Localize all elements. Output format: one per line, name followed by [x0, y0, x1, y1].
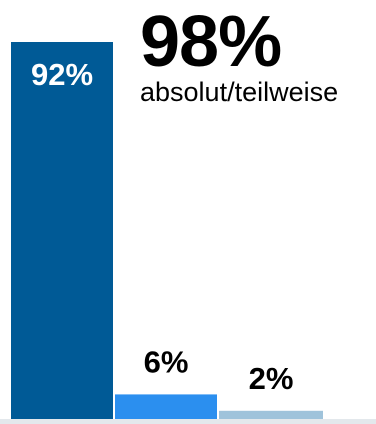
bar-2	[115, 394, 217, 419]
headline-caption: absolut/teilweise	[140, 77, 339, 107]
bar-2-label: 6%	[144, 344, 189, 379]
bar-1	[11, 42, 113, 419]
chart-baseline	[0, 419, 376, 424]
bar-3	[219, 410, 323, 419]
bar-1-label: 92%	[31, 57, 93, 92]
bar-3-label: 2%	[249, 361, 294, 396]
headline-value: 98%	[140, 2, 282, 82]
